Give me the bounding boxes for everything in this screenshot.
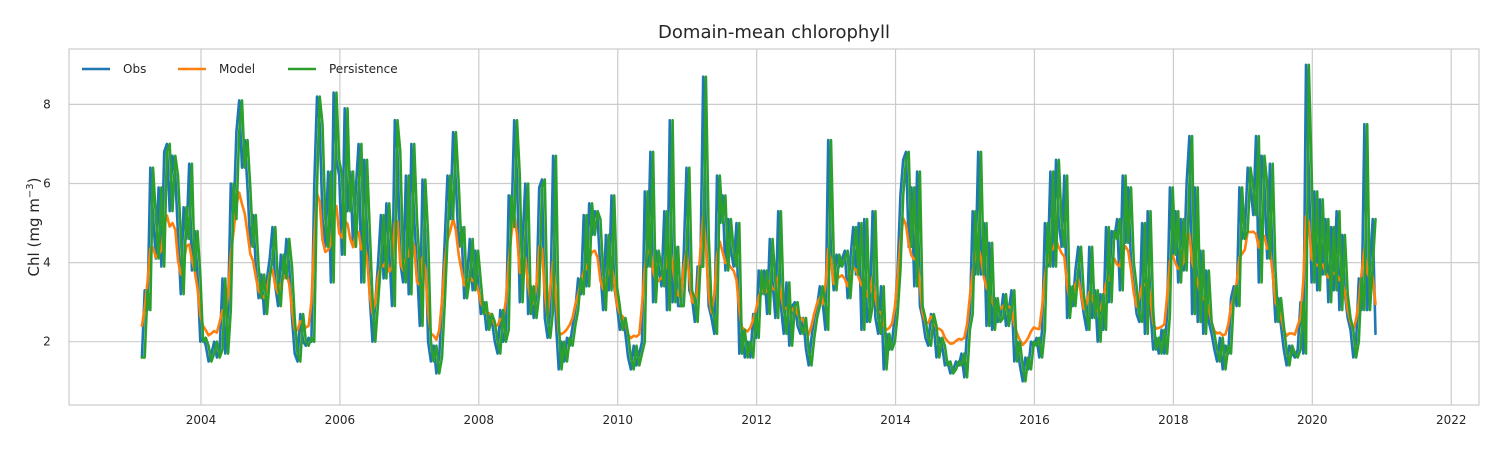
y-axis-label-superscript: −3 [25,183,36,198]
y-tick-label: 4 [43,256,51,270]
series-layer [140,63,1377,383]
x-tick-label: 2020 [1297,413,1328,427]
x-tick-label: 2018 [1158,413,1189,427]
y-axis-label-end: ) [25,178,43,184]
series-line-persistence [140,63,1377,383]
x-tick-label: 2010 [602,413,633,427]
legend-label-obs: Obs [123,62,146,76]
y-tick-label: 6 [43,176,51,190]
x-tick-labels: 2004 2006 2008 2010 2012 2014 2016 2018 2020 2022 [186,413,1467,427]
x-tick-label: 2022 [1436,413,1467,427]
y-axis-label: Chl (mg m−3) [25,178,43,277]
x-tick-label: 2004 [186,413,217,427]
x-tick-label: 2014 [880,413,911,427]
y-axis-label-main: Chl (mg m [25,198,43,276]
legend-label-persistence: Persistence [329,62,398,76]
x-tick-label: 2006 [325,413,356,427]
plot-frame [68,48,1480,406]
legend: Obs Model Persistence [82,62,398,76]
x-tick-label: 2008 [464,413,495,427]
y-tick-label: 2 [43,335,51,349]
x-tick-label: 2012 [741,413,772,427]
y-tick-label: 8 [43,97,51,111]
legend-label-model: Model [219,62,255,76]
chart-title: Domain-mean chlorophyll [658,22,890,43]
series-line-obs [140,63,1377,383]
y-tick-labels: 2 4 6 8 [43,97,51,348]
x-tick-label: 2016 [1019,413,1050,427]
